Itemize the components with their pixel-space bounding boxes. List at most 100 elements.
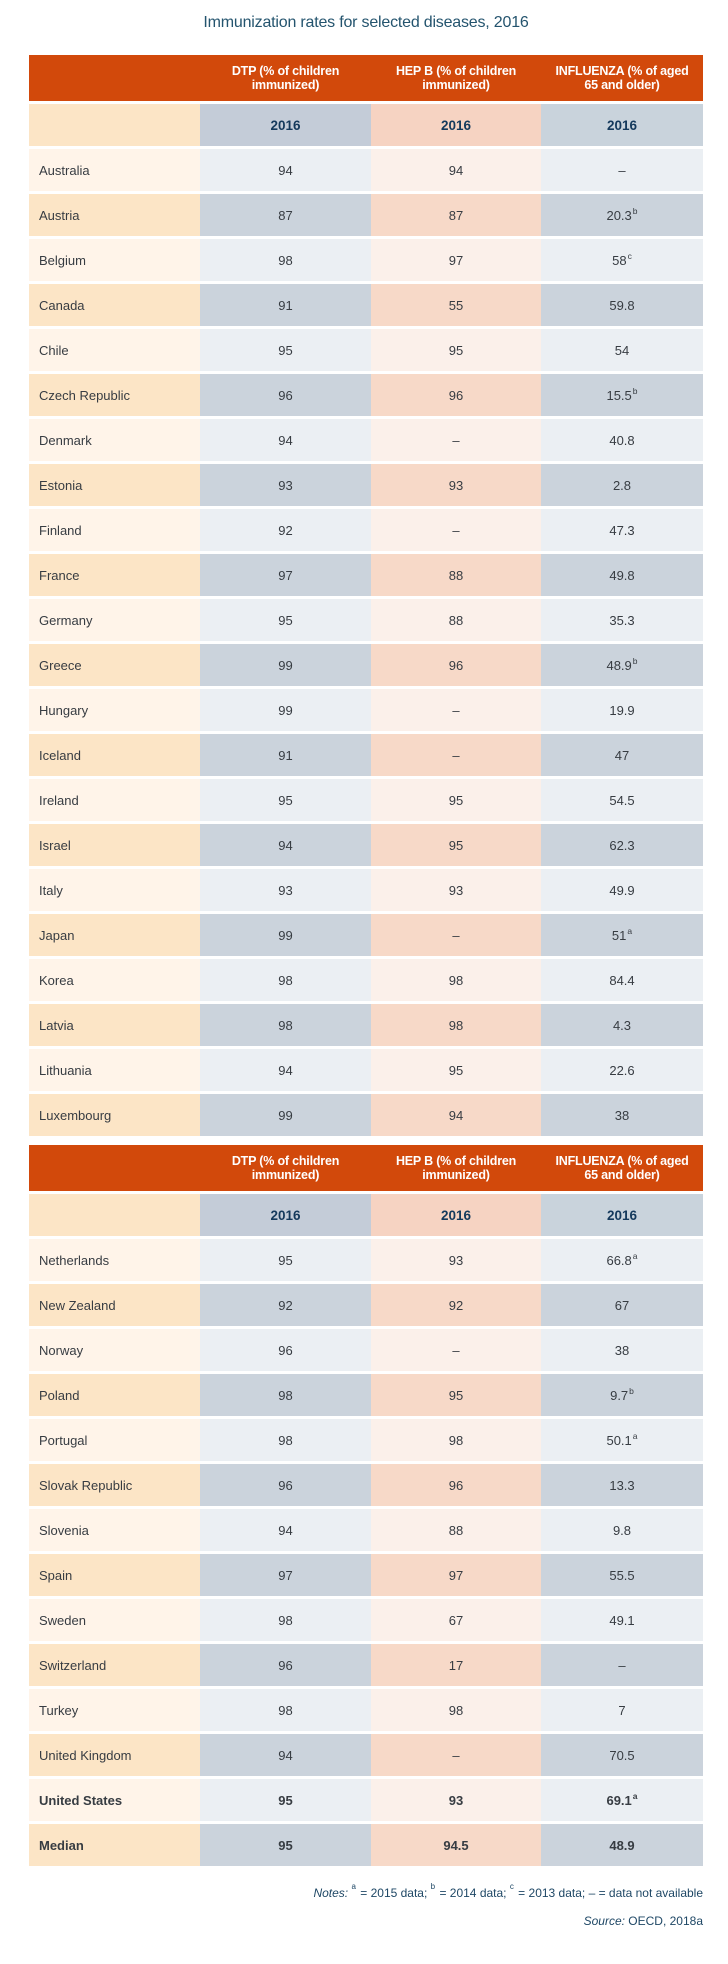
table-row: Latvia 98 98 4.3 xyxy=(29,1004,703,1049)
country-cell: United Kingdom xyxy=(29,1734,200,1776)
year-spacer-cell xyxy=(29,1194,200,1236)
dtp-cell: 99 xyxy=(200,689,371,731)
source-line: Source: OECD, 2018a xyxy=(29,1914,703,1928)
dtp-cell: 98 xyxy=(200,1004,371,1046)
influenza-cell: 48.9 b xyxy=(541,644,703,686)
dtp-cell: 98 xyxy=(200,1374,371,1416)
hepb-column-header: HEP B (% of children immunized) xyxy=(395,1153,517,1183)
country-cell: Japan xyxy=(29,914,200,956)
table-body-1: Australia 94 94– Austria 87 87 20.3 b Belgium 98 9… xyxy=(29,149,703,1139)
table-row: Austria 87 87 20.3 b xyxy=(29,194,703,239)
influenza-cell: 67 xyxy=(541,1284,703,1326)
influenza-cell: 50.1 a xyxy=(541,1419,703,1461)
dtp-cell: 87 xyxy=(200,194,371,236)
influenza-cell: 47 xyxy=(541,734,703,776)
dtp-cell: 97 xyxy=(200,1554,371,1596)
dtp-cell: 93 xyxy=(200,869,371,911)
table-row: Ireland 95 95 54.5 xyxy=(29,779,703,824)
hepb-cell: 98 xyxy=(371,1419,541,1461)
country-cell: Slovenia xyxy=(29,1509,200,1551)
dtp-cell: 91 xyxy=(200,734,371,776)
influenza-cell: 9.8 xyxy=(541,1509,703,1551)
country-cell: Estonia xyxy=(29,464,200,506)
source-text: OECD, 2018a xyxy=(624,1914,703,1928)
influenza-cell: 47.3 xyxy=(541,509,703,551)
dtp-cell: 98 xyxy=(200,1419,371,1461)
influenza-cell: 84.4 xyxy=(541,959,703,1001)
influenza-cell: – xyxy=(541,149,703,191)
table-row: Slovak Republic 96 96 13.3 xyxy=(29,1464,703,1509)
table-row: France 97 88 49.8 xyxy=(29,554,703,599)
hepb-year-label: 2016 xyxy=(371,1194,541,1236)
notes-label: Notes: xyxy=(313,1886,349,1900)
year-row: 2016 2016 2016 xyxy=(29,104,703,149)
hepb-cell: 88 xyxy=(371,554,541,596)
table-row: Australia 94 94– xyxy=(29,149,703,194)
influenza-cell: 15.5 b xyxy=(541,374,703,416)
table-row: Norway 96–38 xyxy=(29,1329,703,1374)
dtp-cell: 94 xyxy=(200,824,371,866)
table-row: United Kingdom 94–70.5 xyxy=(29,1734,703,1779)
hepb-cell: 94.5 xyxy=(371,1824,541,1866)
dtp-cell: 99 xyxy=(200,1094,371,1136)
table-section-1: DTP (% of children immunized) HEP B (% o… xyxy=(29,55,703,1139)
hepb-cell: 94 xyxy=(371,149,541,191)
header-spacer-cell xyxy=(29,1145,200,1191)
country-cell: Finland xyxy=(29,509,200,551)
influenza-cell: 49.1 xyxy=(541,1599,703,1641)
country-cell: Norway xyxy=(29,1329,200,1371)
table-row: Netherlands 95 93 66.8 a xyxy=(29,1239,703,1284)
dtp-cell: 96 xyxy=(200,1329,371,1371)
country-cell: Slovak Republic xyxy=(29,1464,200,1506)
hepb-cell: 67 xyxy=(371,1599,541,1641)
hepb-cell: 95 xyxy=(371,329,541,371)
hepb-cell: 98 xyxy=(371,1689,541,1731)
table-row: Belgium 98 97 58 c xyxy=(29,239,703,284)
table-row: Israel 94 95 62.3 xyxy=(29,824,703,869)
hepb-cell: 93 xyxy=(371,464,541,506)
hepb-cell: 93 xyxy=(371,869,541,911)
hepb-cell: 93 xyxy=(371,1779,541,1821)
hepb-cell: 17 xyxy=(371,1644,541,1686)
influenza-cell: 9.7 b xyxy=(541,1374,703,1416)
dtp-cell: 94 xyxy=(200,419,371,461)
table-row: Italy 93 93 49.9 xyxy=(29,869,703,914)
influenza-column-header: INFLUENZA (% of aged 65 and older) xyxy=(555,1153,689,1183)
page-title: Immunization rates for selected diseases… xyxy=(203,14,529,31)
influenza-cell: 35.3 xyxy=(541,599,703,641)
table-row: Portugal 98 98 50.1 a xyxy=(29,1419,703,1464)
dtp-cell: 92 xyxy=(200,509,371,551)
notes-line: Notes: a = 2015 data; b = 2014 data; c =… xyxy=(29,1882,703,1900)
influenza-cell: 4.3 xyxy=(541,1004,703,1046)
country-cell: Ireland xyxy=(29,779,200,821)
table-row: Sweden 98 67 49.1 xyxy=(29,1599,703,1644)
influenza-cell: – xyxy=(541,1644,703,1686)
influenza-cell: 19.9 xyxy=(541,689,703,731)
country-cell: Germany xyxy=(29,599,200,641)
country-cell: France xyxy=(29,554,200,596)
country-cell: Median xyxy=(29,1824,200,1866)
influenza-year-label: 2016 xyxy=(541,104,703,146)
hepb-year-label: 2016 xyxy=(371,104,541,146)
hepb-cell: – xyxy=(371,1734,541,1776)
country-cell: Turkey xyxy=(29,1689,200,1731)
table-row: Median 95 94.5 48.9 xyxy=(29,1824,703,1869)
hepb-cell: 96 xyxy=(371,374,541,416)
country-cell: Greece xyxy=(29,644,200,686)
table-row: Turkey 98 98 7 xyxy=(29,1689,703,1734)
hepb-cell: – xyxy=(371,914,541,956)
dtp-year-label: 2016 xyxy=(200,1194,371,1236)
hepb-cell: 87 xyxy=(371,194,541,236)
table-row: Finland 92–47.3 xyxy=(29,509,703,554)
hepb-cell: 95 xyxy=(371,779,541,821)
influenza-cell: 2.8 xyxy=(541,464,703,506)
hepb-cell: 88 xyxy=(371,1509,541,1551)
immunization-table: DTP (% of children immunized) HEP B (% o… xyxy=(29,55,703,1869)
country-cell: Switzerland xyxy=(29,1644,200,1686)
influenza-cell: 66.8 a xyxy=(541,1239,703,1281)
header-spacer-cell xyxy=(29,55,200,101)
influenza-cell: 20.3 b xyxy=(541,194,703,236)
table-row: Denmark 94–40.8 xyxy=(29,419,703,464)
dtp-cell: 96 xyxy=(200,374,371,416)
influenza-cell: 62.3 xyxy=(541,824,703,866)
